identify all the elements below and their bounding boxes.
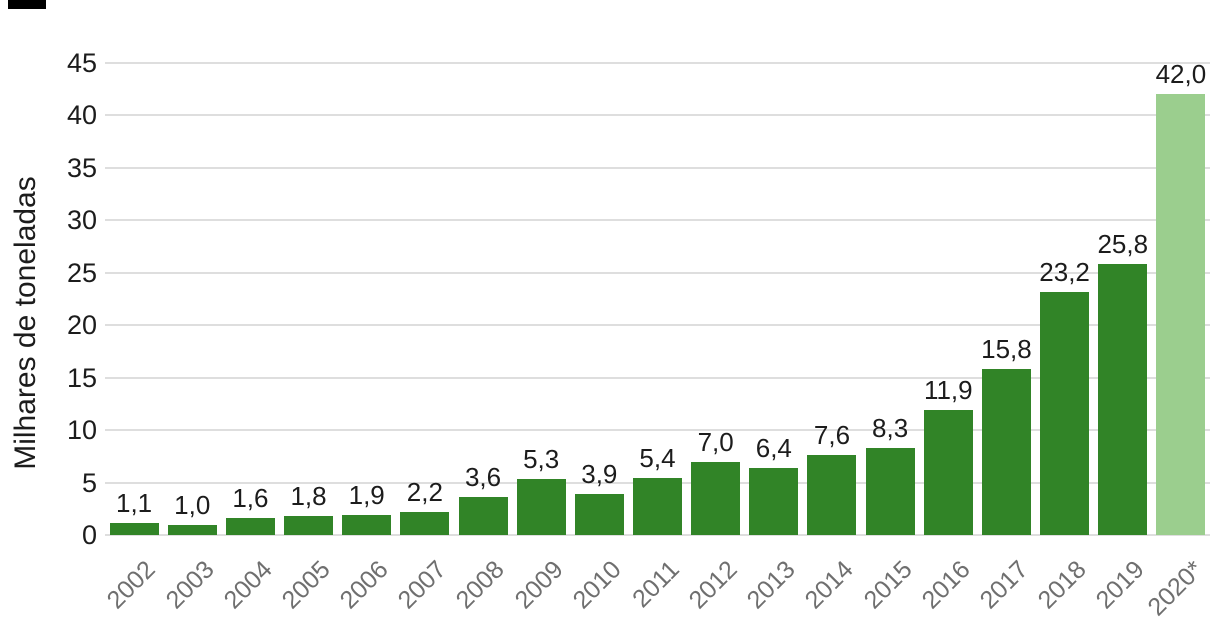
x-tick-label: 2015 [858,555,918,615]
bar-value-label: 2,2 [406,476,443,507]
gridline [105,219,1210,222]
bar-value-label: 23,2 [1039,256,1090,287]
y-tick-label: 0 [81,520,97,550]
y-tick-label: 10 [66,415,97,446]
bar-value-label: 1,8 [290,481,327,512]
bar-2003 [167,524,217,535]
bar-2017 [981,369,1031,535]
bar-value-label: 7,6 [813,420,851,451]
bar-value-label: 7,0 [697,426,734,457]
gridline [105,62,1210,64]
bar-value-label: 1,9 [348,480,385,511]
x-tick-label: 2018 [1032,555,1092,615]
bar-2004 [225,518,275,535]
gridline [105,324,1210,327]
x-tick-label: 2012 [683,555,743,615]
bar-2019 [1098,264,1148,535]
bar-2010 [574,494,624,535]
x-tick-label: 2004 [218,555,278,615]
x-tick-label: 2005 [276,555,336,615]
x-tick-label: 2013 [741,555,801,615]
y-tick-label: 30 [66,205,97,236]
bar-2013 [749,467,799,535]
bar-2020-est [1156,94,1206,535]
bar-value-label: 15,8 [981,334,1032,365]
bar-2005 [284,516,334,535]
bar-2009 [516,479,566,535]
y-tick-label: 40 [66,100,97,131]
y-tick-label: 15 [66,362,97,393]
bar-value-label: 3,9 [581,459,618,490]
x-tick-label: 2016 [916,555,976,615]
bar-2014 [807,455,857,535]
bar-2007 [400,511,450,535]
x-tick-label: 2019 [1090,555,1150,615]
y-tick-label: 20 [66,310,97,341]
x-tick-label: 2006 [334,555,394,615]
bar-value-label: 1,6 [232,483,269,514]
bar-value-label: 5,3 [523,444,560,475]
bar-value-label: 11,9 [923,375,973,406]
gridline [105,534,1210,536]
bar-2008 [458,497,508,535]
bar-2002 [109,523,159,535]
x-tick-label: 2017 [974,555,1034,615]
x-tick-label: 2014 [799,555,860,615]
bar-value-label: 1,1 [116,488,153,519]
bar-2016 [923,410,973,535]
bar-value-label: 8,3 [872,412,909,443]
y-tick-label: 25 [66,257,97,288]
bar-2012 [691,461,741,535]
bar-value-label: 25,8 [1097,229,1149,260]
gridline [105,271,1210,274]
x-tick-label: 2002 [102,555,162,615]
bar-value-label: 1,0 [174,489,211,520]
corner-mark [8,0,46,9]
x-tick-label: 2008 [450,555,511,615]
x-tick-label: 2007 [392,555,452,615]
x-tick-label: 2003 [160,555,220,615]
x-tick-label: 2020* [1141,555,1209,622]
bar-2015 [865,447,915,535]
gridline [105,429,1210,432]
bar-2006 [342,515,392,535]
gridline [105,114,1210,117]
gridline [105,166,1210,169]
bar-2018 [1040,291,1090,535]
gridline [105,376,1210,379]
y-tick-label: 5 [81,467,97,498]
bar-value-label: 42,0 [1155,59,1207,90]
bar-value-label: 6,4 [755,432,792,463]
x-tick-label: 2011 [626,555,685,614]
y-tick-label: 35 [66,152,97,183]
x-tick-label: 2009 [509,555,569,615]
bar-value-label: 5,4 [639,443,676,474]
bar-value-label: 3,6 [464,462,502,493]
y-tick-label: 45 [66,48,97,78]
x-tick-label: 2010 [567,555,627,615]
bar-2011 [633,478,682,535]
